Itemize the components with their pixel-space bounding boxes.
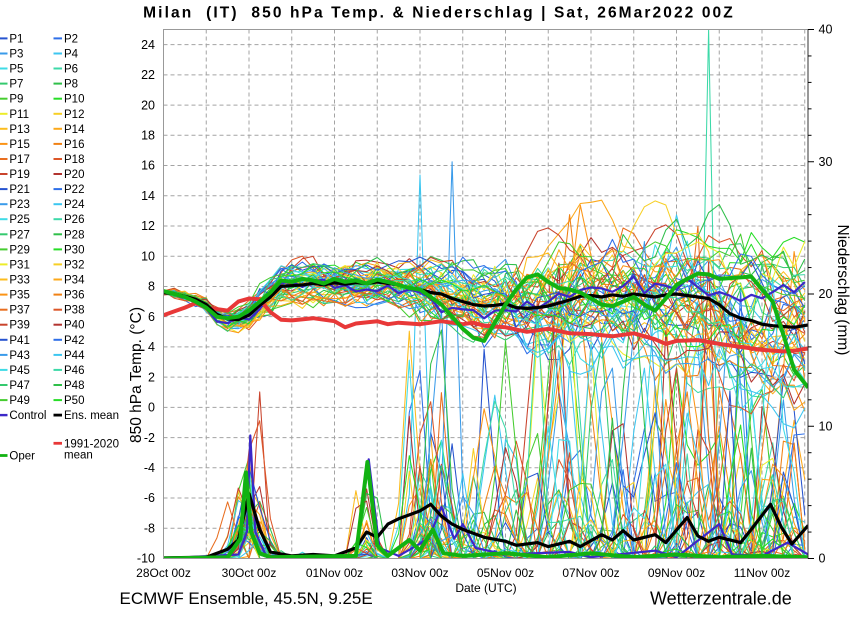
- svg-text:P22: P22: [64, 184, 84, 196]
- svg-text:Milan (IT) 850 hPa Temp. & N: Milan (IT) 850 hPa Temp. & Niederschlag …: [143, 5, 735, 22]
- svg-text:P5: P5: [9, 64, 23, 76]
- svg-text:8: 8: [148, 280, 155, 294]
- svg-text:-10: -10: [137, 552, 155, 566]
- svg-text:P2: P2: [64, 33, 78, 45]
- svg-text:P37: P37: [9, 305, 29, 317]
- svg-text:01Nov 00z: 01Nov 00z: [306, 566, 363, 580]
- svg-text:P8: P8: [64, 79, 78, 91]
- svg-text:24: 24: [141, 38, 155, 52]
- svg-text:05Nov 00z: 05Nov 00z: [477, 566, 534, 580]
- svg-text:11Nov 00z: 11Nov 00z: [734, 566, 790, 580]
- svg-text:P43: P43: [9, 350, 29, 362]
- svg-text:P33: P33: [9, 275, 29, 287]
- svg-text:Oper: Oper: [9, 451, 35, 463]
- svg-text:P20: P20: [64, 169, 84, 181]
- svg-text:P42: P42: [64, 335, 84, 347]
- svg-text:P6: P6: [64, 64, 78, 76]
- svg-text:P39: P39: [9, 320, 29, 332]
- svg-text:P19: P19: [9, 169, 29, 181]
- svg-text:P16: P16: [64, 139, 84, 151]
- svg-text:P18: P18: [64, 154, 84, 166]
- svg-text:22: 22: [141, 68, 155, 82]
- svg-text:P48: P48: [64, 380, 84, 392]
- svg-text:14: 14: [141, 189, 155, 203]
- svg-text:P30: P30: [64, 244, 84, 256]
- svg-text:ECMWF Ensemble, 45.5N, 9.25E: ECMWF Ensemble, 45.5N, 9.25E: [120, 589, 373, 608]
- svg-text:P34: P34: [64, 275, 85, 287]
- svg-text:mean: mean: [64, 450, 93, 462]
- svg-text:0: 0: [819, 552, 826, 566]
- svg-text:0: 0: [148, 401, 155, 415]
- svg-text:P31: P31: [9, 259, 29, 271]
- svg-text:4: 4: [148, 340, 155, 354]
- svg-text:P23: P23: [9, 199, 29, 211]
- svg-text:03Nov 00z: 03Nov 00z: [391, 566, 448, 580]
- svg-text:-2: -2: [144, 431, 155, 445]
- svg-text:P10: P10: [64, 94, 84, 106]
- svg-text:Wetterzentrale.de: Wetterzentrale.de: [650, 589, 792, 609]
- svg-text:P28: P28: [64, 229, 84, 241]
- svg-text:12: 12: [141, 219, 155, 233]
- svg-text:Date (UTC): Date (UTC): [455, 581, 516, 595]
- svg-text:Control: Control: [9, 410, 46, 422]
- svg-text:10: 10: [819, 419, 833, 433]
- svg-text:P3: P3: [9, 48, 23, 60]
- svg-text:P7: P7: [9, 79, 23, 91]
- svg-text:P50: P50: [64, 395, 84, 407]
- svg-text:P32: P32: [64, 259, 84, 271]
- svg-text:P40: P40: [64, 320, 84, 332]
- svg-text:16: 16: [141, 159, 155, 173]
- svg-text:Ens. mean: Ens. mean: [64, 410, 119, 422]
- svg-text:P27: P27: [9, 229, 29, 241]
- svg-text:2: 2: [148, 370, 155, 384]
- svg-text:30: 30: [819, 155, 833, 169]
- svg-text:-8: -8: [144, 521, 155, 535]
- svg-text:P26: P26: [64, 214, 84, 226]
- svg-text:P41: P41: [9, 335, 29, 347]
- svg-text:850 hPa Temp. (°C): 850 hPa Temp. (°C): [128, 307, 145, 443]
- svg-text:18: 18: [141, 129, 155, 143]
- svg-text:P45: P45: [9, 365, 29, 377]
- svg-text:-4: -4: [144, 461, 155, 475]
- svg-text:P12: P12: [64, 109, 84, 121]
- svg-text:P29: P29: [9, 244, 29, 256]
- svg-text:P13: P13: [9, 124, 29, 136]
- svg-text:P49: P49: [9, 395, 29, 407]
- svg-text:1991-2020: 1991-2020: [64, 438, 119, 450]
- svg-text:P24: P24: [64, 199, 85, 211]
- svg-text:P1: P1: [9, 33, 23, 45]
- svg-text:P35: P35: [9, 290, 29, 302]
- svg-text:P21: P21: [9, 184, 29, 196]
- svg-text:Niederschlag (mm): Niederschlag (mm): [834, 225, 850, 356]
- svg-text:P36: P36: [64, 290, 84, 302]
- svg-text:P15: P15: [9, 139, 29, 151]
- svg-text:40: 40: [819, 23, 833, 37]
- svg-text:P17: P17: [9, 154, 29, 166]
- svg-text:20: 20: [819, 287, 833, 301]
- svg-text:30Oct 00z: 30Oct 00z: [222, 566, 277, 580]
- svg-text:P25: P25: [9, 214, 29, 226]
- svg-text:P14: P14: [64, 124, 85, 136]
- svg-text:P44: P44: [64, 350, 85, 362]
- svg-text:P11: P11: [9, 109, 29, 121]
- svg-text:07Nov 00z: 07Nov 00z: [562, 566, 619, 580]
- svg-text:09Nov 00z: 09Nov 00z: [648, 566, 705, 580]
- svg-text:P4: P4: [64, 48, 79, 60]
- svg-text:6: 6: [148, 310, 155, 324]
- svg-text:20: 20: [141, 98, 155, 112]
- svg-text:P9: P9: [9, 94, 23, 106]
- svg-text:-6: -6: [144, 491, 155, 505]
- svg-text:P47: P47: [9, 380, 29, 392]
- svg-text:P46: P46: [64, 365, 84, 377]
- svg-text:28Oct 00z: 28Oct 00z: [136, 566, 191, 580]
- svg-text:10: 10: [141, 249, 155, 263]
- svg-text:P38: P38: [64, 305, 84, 317]
